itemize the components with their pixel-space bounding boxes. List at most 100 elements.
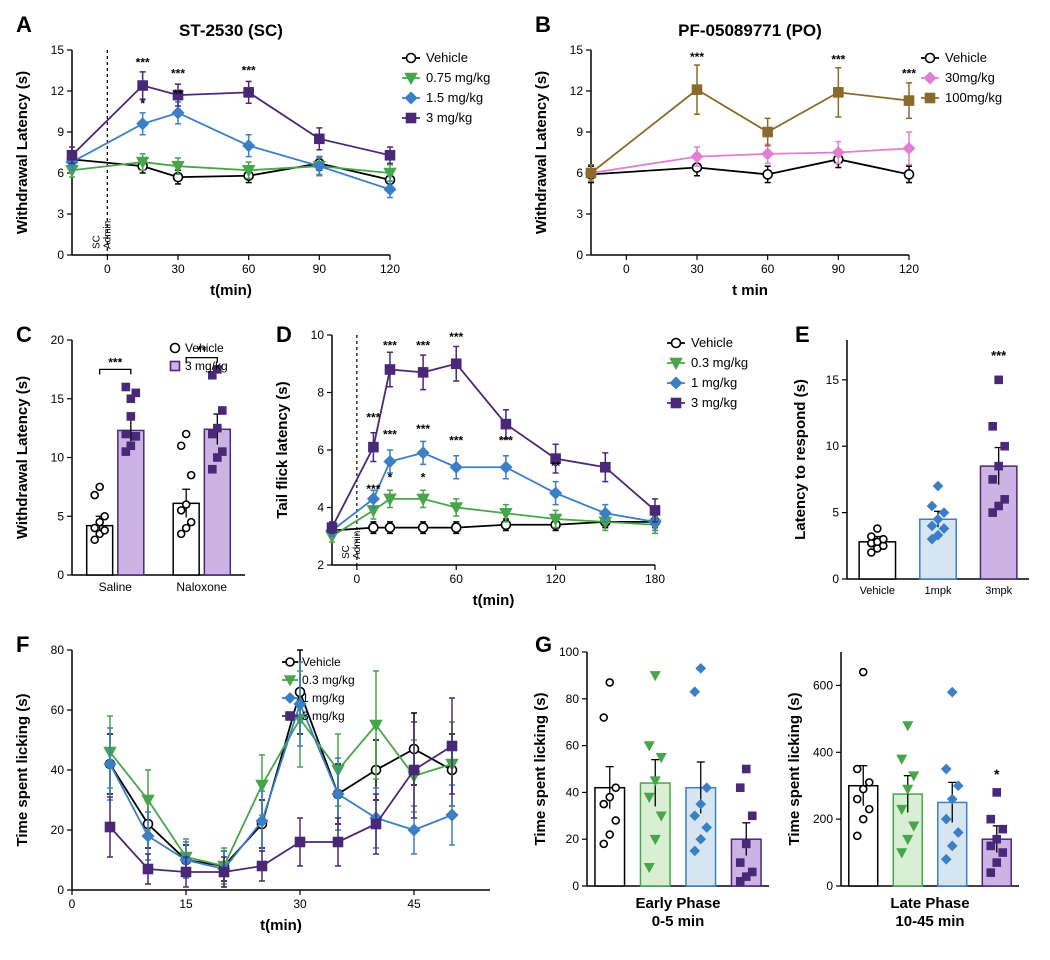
svg-text:100: 100 [559,645,579,659]
panel-g: 020406080100Early Phase0-5 minTime spent… [529,630,1040,950]
svg-text:Withdrawal Latency (s): Withdrawal Latency (s) [533,71,550,234]
svg-text:Early Phase: Early Phase [635,895,720,912]
svg-text:400: 400 [813,745,833,759]
svg-text:0-5 min: 0-5 min [652,913,705,930]
svg-text:30mg/kg: 30mg/kg [945,70,995,85]
panel-e: 051015Vehicle1mpk3mpk***Latency to respo… [789,320,1041,620]
svg-text:1 mg/kg: 1 mg/kg [691,375,737,390]
svg-text:0.75 mg/kg: 0.75 mg/kg [426,70,490,85]
svg-text:***: *** [108,355,122,369]
svg-text:***: *** [902,66,916,80]
svg-text:***: *** [449,433,463,447]
svg-text:**: ** [550,459,560,473]
svg-text:12: 12 [570,84,584,98]
svg-text:0: 0 [57,248,64,262]
svg-text:0: 0 [57,568,64,582]
svg-text:90: 90 [313,262,327,276]
figure: 036912150306090120SCAdmin.************t(… [10,10,1040,950]
svg-text:0: 0 [576,248,583,262]
svg-text:Time spent licking (s): Time spent licking (s) [14,693,31,846]
svg-text:15: 15 [51,43,65,57]
svg-text:30: 30 [171,262,185,276]
svg-text:Vehicle: Vehicle [185,341,224,355]
svg-text:100mg/kg: 100mg/kg [945,90,1002,105]
svg-text:9: 9 [576,125,583,139]
svg-text:5: 5 [57,509,64,523]
svg-text:***: *** [449,330,463,344]
svg-text:Naloxone: Naloxone [176,580,227,594]
svg-text:10-45 min: 10-45 min [895,913,964,930]
svg-text:SC: SC [91,235,102,249]
svg-text:60: 60 [761,262,775,276]
svg-text:A: A [16,12,32,37]
svg-text:t min: t min [732,282,768,299]
svg-text:t(min): t(min) [210,282,252,299]
svg-text:t(min): t(min) [260,917,302,934]
svg-text:***: *** [991,348,1007,363]
svg-text:12: 12 [51,84,65,98]
svg-text:3 mg/kg: 3 mg/kg [185,359,228,373]
svg-text:8: 8 [317,386,324,400]
svg-text:20: 20 [566,832,580,846]
svg-text:Withdrawal Latency (s): Withdrawal Latency (s) [14,71,31,234]
svg-text:Time spent licking (s): Time spent licking (s) [532,692,549,845]
svg-text:30: 30 [690,262,704,276]
svg-text:40: 40 [51,763,65,777]
svg-text:120: 120 [545,572,565,586]
svg-text:30: 30 [293,897,307,911]
svg-text:*: * [387,471,392,485]
svg-text:B: B [535,12,551,37]
svg-text:5: 5 [832,506,839,520]
svg-text:***: *** [366,482,380,496]
svg-text:0: 0 [826,879,833,893]
svg-text:0: 0 [832,572,839,586]
svg-text:3 mg/kg: 3 mg/kg [302,709,345,723]
svg-text:80: 80 [566,692,580,706]
svg-text:PF-05089771 (PO): PF-05089771 (PO) [678,21,822,40]
svg-text:***: *** [382,428,396,442]
svg-text:600: 600 [813,678,833,692]
svg-text:0: 0 [57,883,64,897]
svg-text:***: *** [690,50,704,64]
panel-d: 246810060120180SCAdmin.*****************… [270,320,781,620]
svg-text:***: *** [136,55,150,69]
svg-text:180: 180 [644,572,664,586]
svg-text:Vehicle: Vehicle [302,655,341,669]
svg-text:3 mg/kg: 3 mg/kg [691,395,737,410]
svg-text:0: 0 [623,262,630,276]
svg-text:F: F [16,632,29,657]
svg-text:2: 2 [317,558,324,572]
svg-text:Withdrawal Latency (s): Withdrawal Latency (s) [14,376,31,539]
svg-text:10: 10 [310,328,324,342]
svg-text:*: * [994,766,1000,782]
svg-text:45: 45 [407,897,421,911]
svg-text:1mpk: 1mpk [924,585,951,597]
svg-text:20: 20 [51,333,65,347]
svg-text:Tail flick latency (s): Tail flick latency (s) [274,381,291,518]
svg-text:120: 120 [380,262,400,276]
svg-text:***: *** [382,338,396,352]
svg-text:***: *** [366,410,380,424]
svg-text:0.3 mg/kg: 0.3 mg/kg [302,673,355,687]
svg-text:0: 0 [104,262,111,276]
svg-text:3 mg/kg: 3 mg/kg [426,110,472,125]
svg-text:***: *** [831,53,845,67]
svg-text:20: 20 [51,823,65,837]
svg-text:***: *** [242,64,256,78]
svg-text:80: 80 [51,643,65,657]
svg-text:Vehicle: Vehicle [859,585,894,597]
svg-text:Vehicle: Vehicle [691,335,733,350]
svg-text:***: *** [498,433,512,447]
svg-text:***: *** [416,422,430,436]
svg-text:0: 0 [572,879,579,893]
svg-text:15: 15 [179,897,193,911]
svg-text:Time spent licking (s): Time spent licking (s) [786,692,803,845]
svg-text:3mpk: 3mpk [985,585,1012,597]
svg-text:40: 40 [566,785,580,799]
panel-c: 05101520SalineNaloxone*****Vehicle3 mg/k… [10,320,262,620]
svg-text:Vehicle: Vehicle [426,50,468,65]
svg-text:0: 0 [353,572,360,586]
svg-text:t(min): t(min) [472,592,514,609]
svg-text:E: E [795,322,810,347]
svg-text:Admin.: Admin. [102,218,113,249]
